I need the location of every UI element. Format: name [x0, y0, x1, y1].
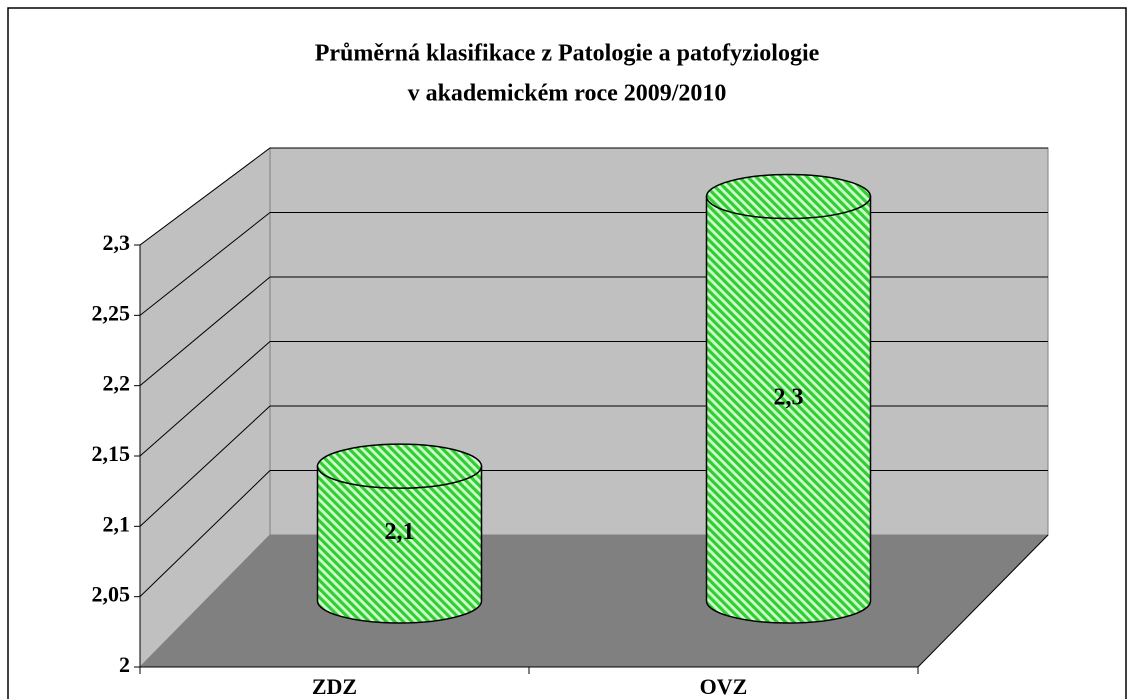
floor — [140, 535, 1048, 667]
floor-edge — [917, 534, 1049, 668]
y-tick-label: 2,15 — [92, 441, 131, 466]
grid-line — [139, 405, 271, 527]
data-label: 2,1 — [385, 519, 415, 545]
y-tick-label: 2,25 — [92, 300, 131, 325]
grid-line — [139, 147, 271, 246]
grid-line — [139, 341, 271, 457]
data-label: 2,3 — [774, 384, 804, 410]
grid-line — [139, 212, 271, 316]
x-tick-label: ZDZ — [312, 674, 357, 699]
y-tick-label: 2 — [119, 652, 130, 677]
chart-subtitle: v akademickém roce 2009/2010 — [408, 81, 727, 107]
x-tick-label: OVZ — [700, 674, 748, 699]
bar-top — [705, 173, 872, 220]
bar — [316, 465, 483, 624]
grid-line — [139, 470, 271, 598]
frame — [7, 7, 1127, 699]
grid-line — [139, 276, 271, 387]
bar-top — [316, 443, 483, 489]
y-tick-label: 2,2 — [103, 371, 131, 396]
bar — [705, 195, 872, 624]
y-tick-label: 2,3 — [103, 230, 131, 255]
chart-title: Průměrná klasifikace z Patologie a patof… — [315, 41, 820, 67]
y-tick-label: 2,05 — [92, 582, 131, 607]
y-tick-label: 2,1 — [103, 511, 131, 536]
